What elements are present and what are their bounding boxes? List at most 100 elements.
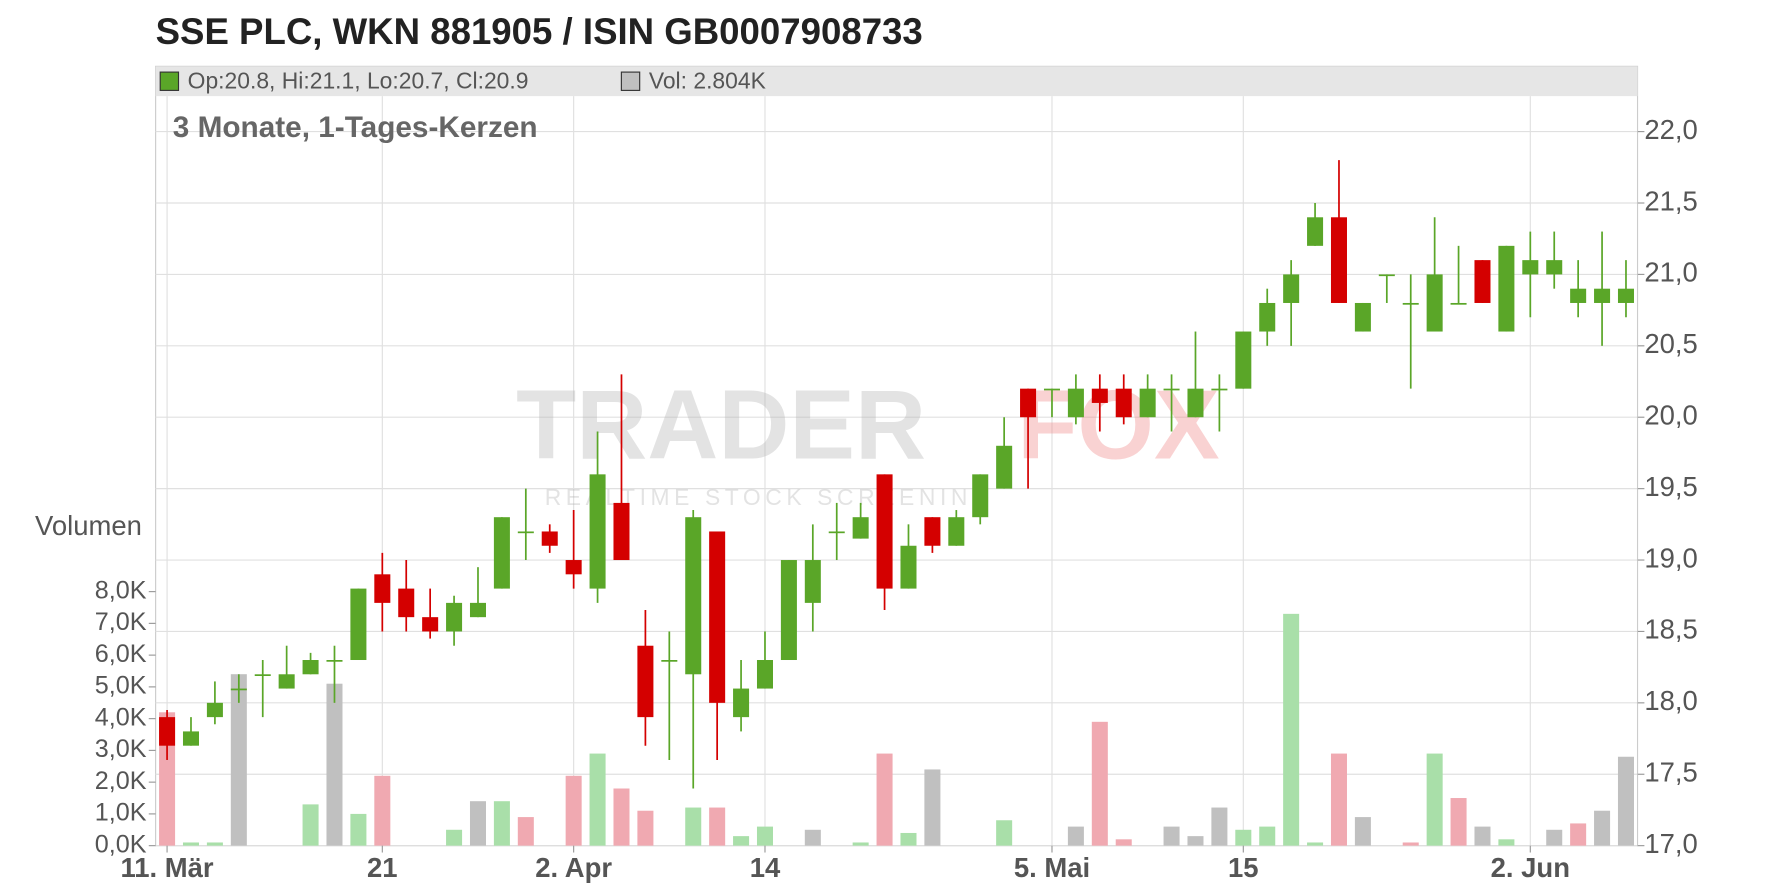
volume-bar	[1283, 613, 1300, 846]
candle-body	[206, 702, 223, 718]
candle-body	[1594, 288, 1611, 303]
plot-area	[155, 65, 1639, 847]
candle-body	[661, 660, 678, 662]
volume-bar	[709, 807, 726, 846]
x-tick-label: 14	[750, 852, 781, 883]
volume-tick-label: 5,0K	[95, 672, 147, 700]
volume-bar	[924, 769, 941, 846]
volume-bar	[1402, 842, 1419, 846]
volume-bar	[1115, 839, 1132, 846]
volume-bar	[1163, 826, 1180, 846]
volume-tick-label: 3,0K	[95, 735, 147, 763]
volume-bar	[1617, 756, 1634, 846]
candle-body	[733, 688, 750, 718]
candle-body	[1043, 388, 1060, 391]
volume-bar	[230, 674, 247, 846]
volume-bar	[1211, 807, 1228, 846]
legend-ohlc: Op:20.8, Hi:21.1, Lo:20.7, Cl:20.9	[188, 67, 529, 93]
volume-axis-label: Volumen	[35, 510, 142, 541]
candle-body	[1307, 217, 1324, 246]
candle-body	[1617, 288, 1634, 303]
volume-tick-label: 4,0K	[95, 703, 147, 731]
watermark-left: TRADER	[516, 370, 926, 480]
volume-bar	[1330, 753, 1347, 846]
candle-body	[996, 445, 1013, 489]
volume-bar	[1450, 798, 1467, 846]
volume-bar	[326, 683, 343, 846]
volume-bar	[1594, 810, 1611, 846]
candle-body	[613, 502, 630, 561]
volume-bar	[374, 775, 391, 846]
candle-body	[1283, 274, 1300, 303]
volume-bar	[733, 836, 750, 846]
y-tick-label: 17,0	[1644, 828, 1697, 859]
volume-bar	[565, 775, 582, 846]
volume-bar	[900, 832, 917, 846]
y-tick-label: 18,5	[1644, 614, 1697, 645]
candle-body	[1211, 388, 1228, 391]
candle-body	[1259, 302, 1276, 332]
candle-body	[804, 560, 821, 603]
volume-bar	[1091, 721, 1108, 846]
volume-bar	[302, 804, 319, 846]
candle-body	[422, 617, 439, 632]
candle-body	[1474, 260, 1491, 303]
volume-bar	[804, 829, 821, 846]
y-tick-label: 21,0	[1644, 257, 1697, 288]
y-tick-label: 21,5	[1644, 185, 1697, 216]
volume-bar	[1235, 829, 1252, 846]
candle-body	[517, 531, 534, 534]
candle-body	[1067, 388, 1084, 418]
x-tick-label: 21	[367, 852, 398, 883]
volume-bar	[852, 842, 869, 846]
volume-bar	[756, 826, 773, 846]
volume-bar	[517, 817, 534, 846]
chart-title: SSE PLC, WKN 881905 / ISIN GB0007908733	[156, 11, 923, 52]
candle-body	[278, 674, 295, 689]
candle-body	[398, 588, 415, 618]
candle-body	[1378, 274, 1395, 277]
info-bar	[155, 66, 1638, 97]
volume-bar	[1354, 817, 1371, 846]
volume-bar	[1474, 826, 1491, 846]
candle-body	[972, 474, 989, 518]
candle-body	[1522, 260, 1539, 275]
candle-body	[182, 731, 199, 746]
volume-bar	[996, 820, 1013, 846]
candle-body	[374, 574, 391, 603]
volume-tick-label: 6,0K	[95, 640, 147, 668]
grid	[155, 96, 1638, 847]
volume-bar	[206, 842, 223, 846]
volume-bars	[159, 613, 1634, 846]
legend-swatch	[620, 71, 641, 91]
volume-tick-label: 8,0K	[95, 576, 147, 604]
y-tick-label: 19,5	[1644, 471, 1697, 502]
legend-swatch	[159, 71, 180, 91]
candles	[159, 160, 1634, 789]
candle-body	[685, 517, 702, 675]
candle-body	[446, 602, 463, 632]
candle-body	[900, 545, 917, 589]
volume-bar	[1307, 842, 1324, 846]
candle-body	[1139, 388, 1156, 418]
candle-body	[541, 531, 558, 546]
x-tick-label: 5. Mai	[1014, 852, 1090, 883]
y-tick-label: 20,5	[1644, 328, 1697, 359]
chart-subtitle: 3 Monate, 1-Tages-Kerzen	[173, 111, 538, 144]
candle-body	[1354, 302, 1371, 332]
volume-bar	[876, 753, 893, 846]
y-tick-label: 17,5	[1644, 757, 1697, 788]
x-tick-label: 11. Mär	[121, 852, 214, 883]
candle-body	[924, 517, 941, 546]
candle-body	[159, 717, 176, 746]
candle-body	[302, 660, 319, 675]
candle-body	[589, 474, 606, 589]
volume-bar	[1426, 753, 1443, 846]
volume-bar	[613, 788, 630, 846]
candle-body	[876, 474, 893, 589]
watermark-tagline: REALTIME STOCK SCREENING	[545, 484, 995, 510]
volume-bar	[637, 810, 654, 846]
volume-tick-label: 0,0K	[95, 830, 147, 858]
